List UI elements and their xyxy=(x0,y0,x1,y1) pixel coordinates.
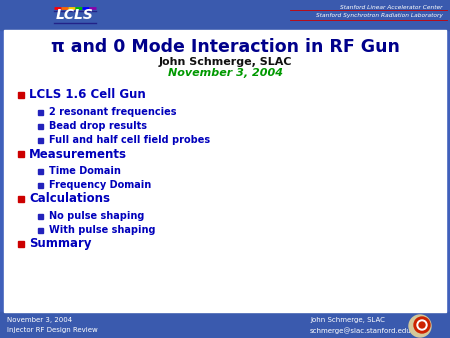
Text: Frequency Domain: Frequency Domain xyxy=(49,180,151,190)
Text: Calculations: Calculations xyxy=(29,193,110,206)
Text: With pulse shaping: With pulse shaping xyxy=(49,225,156,235)
Text: November 3, 2004: November 3, 2004 xyxy=(167,68,283,78)
Circle shape xyxy=(414,317,430,333)
Bar xyxy=(0,312,450,338)
Text: schmerge@slac.stanford.edu: schmerge@slac.stanford.edu xyxy=(310,327,412,334)
Text: John Schmerge, SLAC: John Schmerge, SLAC xyxy=(158,57,292,67)
Text: Full and half cell field probes: Full and half cell field probes xyxy=(49,135,210,145)
Bar xyxy=(18,92,24,98)
Bar xyxy=(38,228,43,233)
Text: Injector RF Design Review: Injector RF Design Review xyxy=(7,327,98,333)
Bar xyxy=(38,110,43,115)
Bar xyxy=(38,214,43,219)
Text: 2 resonant frequencies: 2 resonant frequencies xyxy=(49,107,176,117)
Text: LCLS: LCLS xyxy=(56,8,94,22)
Text: Stanford Linear Accelerator Center: Stanford Linear Accelerator Center xyxy=(341,5,443,10)
Text: Time Domain: Time Domain xyxy=(49,166,121,176)
Text: LCLS 1.6 Cell Gun: LCLS 1.6 Cell Gun xyxy=(29,89,146,101)
Text: π and 0 Mode Interaction in RF Gun: π and 0 Mode Interaction in RF Gun xyxy=(50,38,400,56)
Bar xyxy=(18,151,24,157)
Text: John Schmerge, SLAC: John Schmerge, SLAC xyxy=(310,317,385,323)
Text: Stanford Synchrotron Radiation Laboratory: Stanford Synchrotron Radiation Laborator… xyxy=(316,13,443,18)
Bar xyxy=(18,196,24,202)
Circle shape xyxy=(417,320,427,330)
Bar xyxy=(38,124,43,129)
Bar xyxy=(4,30,446,312)
Bar xyxy=(38,169,43,174)
Text: Summary: Summary xyxy=(29,238,91,250)
Bar xyxy=(38,183,43,188)
Bar xyxy=(18,241,24,247)
Text: No pulse shaping: No pulse shaping xyxy=(49,211,144,221)
Bar xyxy=(0,0,450,30)
Text: Bead drop results: Bead drop results xyxy=(49,121,147,131)
Text: November 3, 2004: November 3, 2004 xyxy=(7,317,72,323)
Bar xyxy=(38,138,43,143)
Circle shape xyxy=(409,315,431,337)
Text: Measurements: Measurements xyxy=(29,147,127,161)
Circle shape xyxy=(419,322,425,328)
